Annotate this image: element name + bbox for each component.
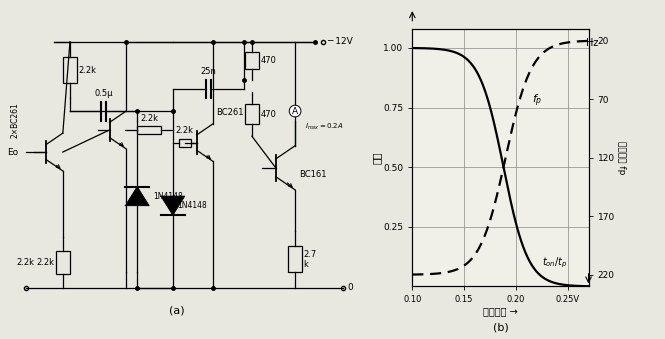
Text: 2×BC261: 2×BC261 [11, 103, 19, 138]
Text: BC261: BC261 [216, 108, 244, 117]
Text: (b): (b) [493, 322, 509, 332]
Bar [245, 52, 259, 69]
Bar [288, 246, 302, 272]
Bar [137, 126, 161, 134]
Text: BC161: BC161 [299, 170, 327, 179]
Bar [63, 57, 77, 83]
Text: ─ 12V: ─ 12V [327, 37, 353, 46]
Text: 2.2k: 2.2k [36, 258, 54, 267]
Polygon shape [161, 196, 185, 215]
Bar [56, 251, 70, 274]
Text: Eo: Eo [7, 147, 19, 157]
Text: 0.5μ: 0.5μ [94, 89, 113, 98]
Text: 25n: 25n [201, 67, 216, 76]
Text: 2.7
k: 2.7 k [303, 250, 317, 269]
Text: Hz: Hz [587, 38, 598, 48]
Text: 0: 0 [347, 283, 352, 292]
Text: A: A [292, 106, 298, 116]
X-axis label: 控制电压 →: 控制电压 → [483, 306, 518, 316]
Polygon shape [126, 187, 149, 206]
Text: $t_{on}/t_p$: $t_{on}/t_p$ [542, 255, 568, 270]
Y-axis label: 脉冲频率 fp: 脉冲频率 fp [617, 141, 626, 174]
Text: 2.2k: 2.2k [79, 65, 97, 75]
Text: 470: 470 [261, 56, 277, 65]
Y-axis label: 脉宽: 脉宽 [372, 152, 382, 164]
Bar [179, 139, 191, 146]
Text: (a): (a) [169, 306, 185, 316]
Text: $f_p$: $f_p$ [531, 92, 542, 108]
Text: 2.2k: 2.2k [140, 114, 158, 123]
Text: $I_{max}=0.2A$: $I_{max}=0.2A$ [305, 122, 344, 132]
Text: 1N4148: 1N4148 [153, 192, 183, 201]
Text: 1N4148: 1N4148 [177, 201, 207, 210]
Text: 2.2k: 2.2k [176, 126, 194, 136]
Text: 2.2k: 2.2k [17, 258, 35, 267]
Bar [245, 104, 259, 124]
Text: 470: 470 [261, 110, 277, 119]
